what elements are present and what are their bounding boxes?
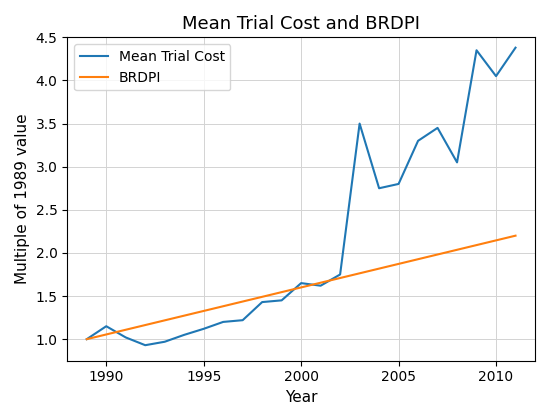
BRDPI (197, 309, 204, 314)
Mean Trial Cost (512, 45, 519, 50)
Legend: Mean Trial Cost, BRDPI: Mean Trial Cost, BRDPI (74, 44, 230, 90)
Mean Trial Cost (317, 283, 324, 288)
Mean Trial Cost (181, 332, 188, 337)
BRDPI (84, 337, 90, 342)
Title: Mean Trial Cost and BRDPI: Mean Trial Cost and BRDPI (182, 15, 420, 33)
Y-axis label: Multiple of 1989 value: Multiple of 1989 value (15, 114, 30, 284)
Mean Trial Cost (395, 181, 402, 186)
Mean Trial Cost (473, 48, 480, 53)
Mean Trial Cost (220, 319, 227, 324)
Mean Trial Cost (337, 272, 343, 277)
Mean Trial Cost (161, 339, 168, 344)
Mean Trial Cost (84, 337, 90, 342)
BRDPI (512, 233, 519, 238)
Mean Trial Cost (123, 335, 129, 340)
X-axis label: Year: Year (285, 390, 317, 405)
Mean Trial Cost (278, 298, 285, 303)
Mean Trial Cost (103, 324, 109, 329)
BRDPI (109, 331, 116, 336)
BRDPI (163, 318, 170, 323)
Mean Trial Cost (493, 74, 499, 79)
Mean Trial Cost (239, 318, 246, 323)
BRDPI (101, 333, 107, 338)
Mean Trial Cost (142, 343, 148, 348)
Mean Trial Cost (259, 299, 266, 304)
Mean Trial Cost (376, 186, 382, 191)
BRDPI (491, 239, 497, 244)
Line: BRDPI: BRDPI (87, 236, 515, 339)
Mean Trial Cost (200, 326, 207, 331)
Mean Trial Cost (434, 125, 441, 130)
Mean Trial Cost (298, 281, 305, 286)
Line: Mean Trial Cost: Mean Trial Cost (87, 48, 515, 345)
Mean Trial Cost (454, 160, 460, 165)
Mean Trial Cost (356, 121, 363, 126)
BRDPI (476, 242, 482, 247)
Mean Trial Cost (415, 138, 421, 143)
